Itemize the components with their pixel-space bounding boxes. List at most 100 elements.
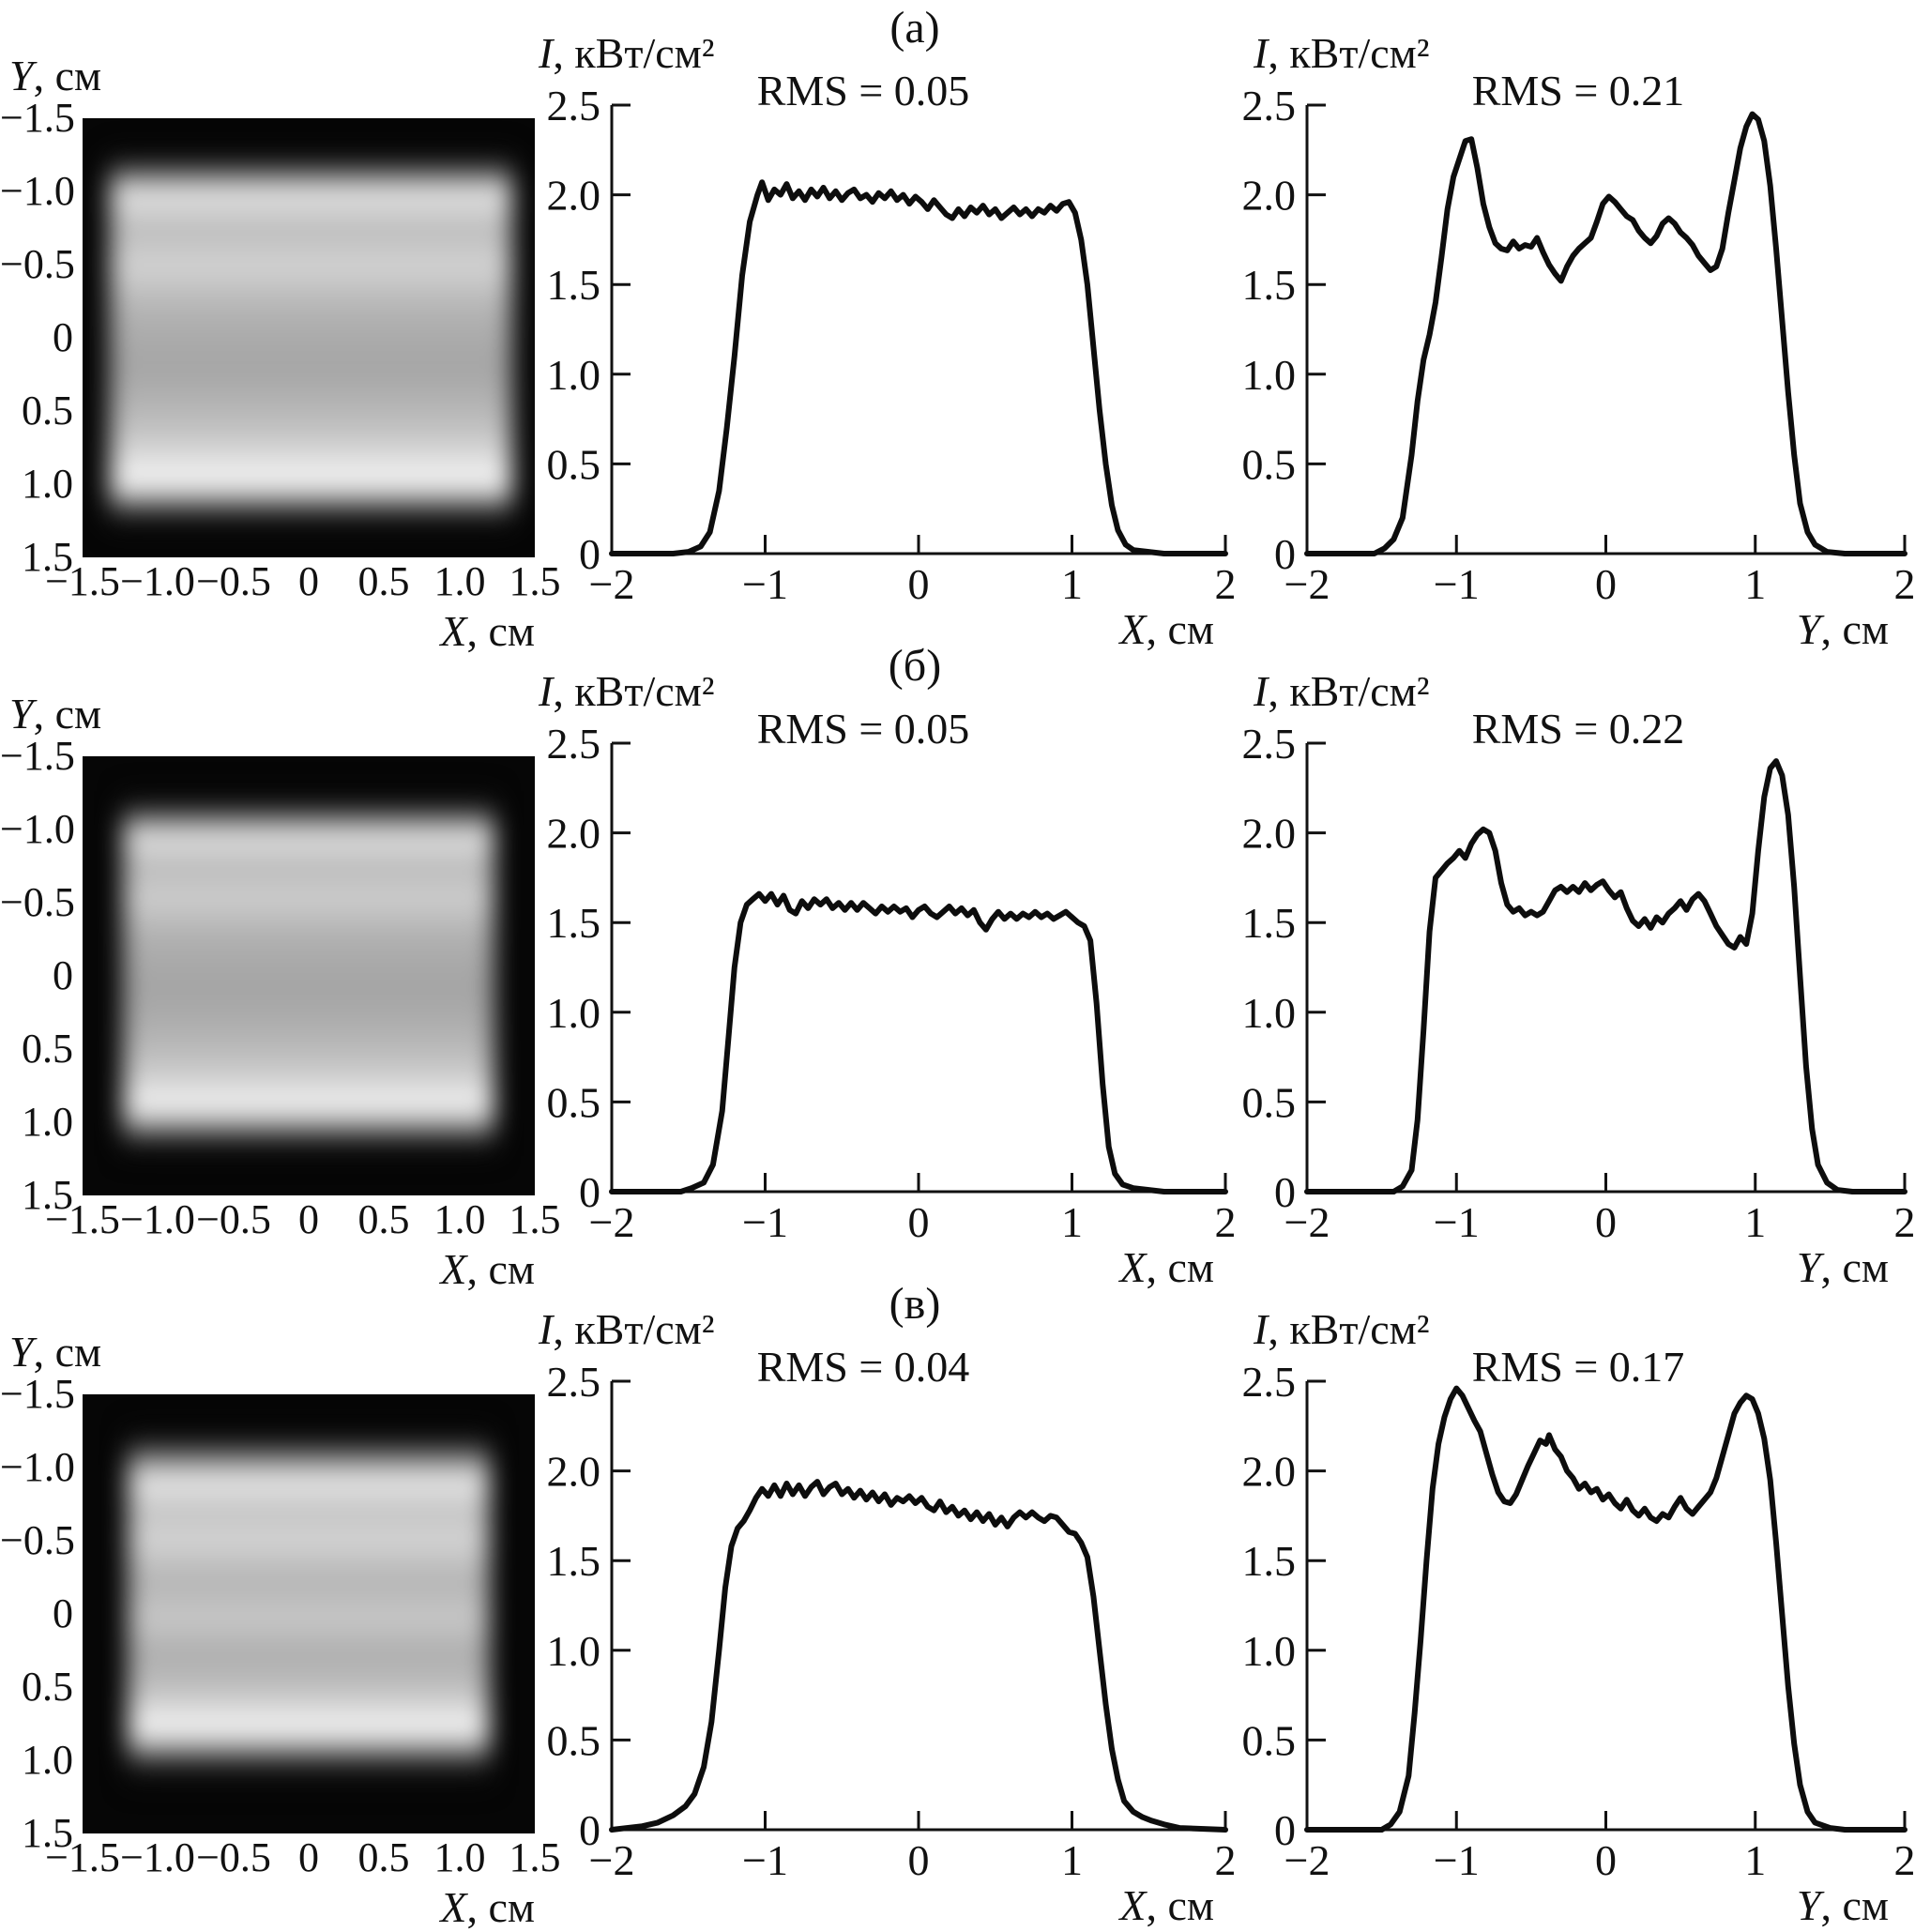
y-axis-variable: I [539,667,553,715]
svg-text:2: 2 [1215,1836,1237,1884]
svg-text:−2: −2 [589,560,635,608]
svg-text:1.0: 1.0 [547,351,601,399]
svg-text:2.0: 2.0 [1242,172,1297,220]
beam-y-tick: −1.0 [0,171,73,212]
svg-text:−1: −1 [1434,1836,1480,1884]
beam-y-tick: −1.5 [0,98,73,139]
x-axis-variable: X [1119,1881,1146,1929]
figure-row-b: (б) Y, см −1.5 −1.0 −0.5 0 0.5 1.0 1.5 −… [0,638,1915,1276]
x-axis-variable: X [440,1883,466,1931]
beam-x-axis-title: X, см [310,1882,535,1932]
svg-text:2.5: 2.5 [1242,728,1297,768]
beam-y-tick: −1.0 [0,809,73,850]
svg-text:−2: −2 [1284,560,1330,608]
beam-y-tick: 0.5 [0,1028,73,1070]
beam-y-axis-title: Y, см [9,51,101,100]
svg-text:0.5: 0.5 [547,440,601,488]
svg-text:2.0: 2.0 [547,172,601,220]
svg-text:1.0: 1.0 [547,1627,601,1675]
svg-text:0: 0 [1595,1836,1617,1884]
svg-text:0: 0 [908,1198,930,1246]
figure-row-a: (а) Y, см −1.5 −1.0 −0.5 0 0.5 1.0 1.5 −… [0,0,1915,638]
y-axis-unit: , см [34,690,102,738]
beam-intensity-map [83,1394,535,1833]
svg-text:1: 1 [1744,1836,1766,1884]
svg-text:2.5: 2.5 [547,90,601,129]
beam-glow [110,149,512,531]
svg-text:1: 1 [1061,560,1083,608]
y-axis-variable: Y [9,52,34,99]
svg-text:2.0: 2.0 [1242,810,1297,858]
x-axis-unit: , см [1820,1881,1889,1929]
beam-y-tick: 0 [0,955,73,996]
beam-y-axis-title: Y, см [9,689,101,738]
beam-glow [128,1425,490,1786]
svg-text:2.0: 2.0 [547,1448,601,1496]
svg-text:0.5: 0.5 [1242,1716,1297,1764]
svg-text:1: 1 [1744,560,1766,608]
svg-text:0: 0 [1595,560,1617,608]
beam-y-tick: 0 [0,317,73,358]
svg-text:1.0: 1.0 [547,989,601,1037]
beam-intensity-map [83,756,535,1195]
svg-text:0.5: 0.5 [1242,440,1297,488]
svg-text:1.0: 1.0 [1242,351,1297,399]
y-axis-variable: Y [9,690,34,738]
svg-text:1: 1 [1061,1836,1083,1884]
beam-y-tick: −1.0 [0,1447,73,1488]
beam-y-axis-title: Y, см [9,1327,101,1377]
beam-y-tick: 1.0 [0,1102,73,1143]
svg-text:−2: −2 [1284,1198,1330,1246]
svg-text:1.0: 1.0 [1242,1627,1297,1675]
svg-text:−1: −1 [742,560,788,608]
svg-text:−1: −1 [1434,1198,1480,1246]
plot-x-axis-title: X, см [1119,1880,1214,1930]
y-axis-variable: I [539,1305,553,1353]
svg-text:2.0: 2.0 [1242,1448,1297,1496]
svg-text:1.5: 1.5 [547,899,601,947]
beam-intensity-map [83,118,535,557]
beam-y-tick: 0 [0,1593,73,1635]
svg-text:−1: −1 [1434,560,1480,608]
svg-text:2: 2 [1894,1836,1915,1884]
x-axis-variable: Y [1797,1881,1821,1929]
beam-y-tick: −1.5 [0,1374,73,1415]
svg-text:1.5: 1.5 [547,1537,601,1585]
y-axis-variable: Y [9,1328,34,1376]
y-axis-variable: I [1254,1305,1268,1353]
svg-text:0: 0 [908,1836,930,1884]
y-axis-unit: , см [34,52,102,99]
beam-y-tick: −1.5 [0,736,73,777]
svg-text:0.5: 0.5 [547,1716,601,1764]
svg-text:1: 1 [1061,1198,1083,1246]
beam-y-tick: 1.0 [0,1740,73,1781]
x-axis-unit: , см [1146,1881,1214,1929]
svg-text:2.5: 2.5 [547,728,601,768]
y-axis-unit: , см [34,1328,102,1376]
y-axis-variable: I [1254,29,1268,77]
beam-y-tick: 1.0 [0,464,73,505]
beam-y-tick: 0.5 [0,390,73,432]
svg-text:2.5: 2.5 [1242,1366,1297,1406]
beam-y-tick: 0.5 [0,1666,73,1708]
svg-text:2: 2 [1894,560,1915,608]
svg-text:2.0: 2.0 [547,810,601,858]
svg-text:1.5: 1.5 [1242,899,1297,947]
figure-row-c: (в) Y, см −1.5 −1.0 −0.5 0 0.5 1.0 1.5 −… [0,1276,1915,1914]
svg-text:0.5: 0.5 [1242,1078,1297,1126]
y-axis-variable: I [1254,667,1268,715]
svg-text:−2: −2 [589,1198,635,1246]
svg-text:2.5: 2.5 [547,1366,601,1406]
beam-y-tick: −0.5 [0,244,73,285]
